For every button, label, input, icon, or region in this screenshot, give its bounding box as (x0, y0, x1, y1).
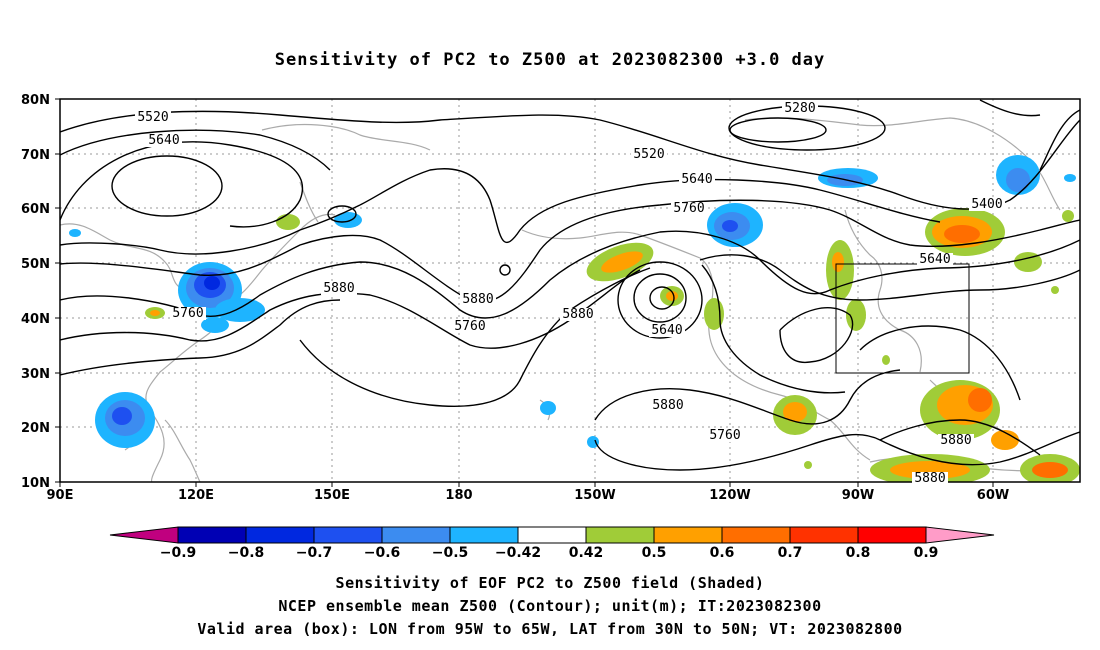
colorbar-segment (449, 526, 519, 544)
contour-label: 5760 (172, 306, 203, 321)
contour-label-bg (649, 324, 685, 337)
caption-contour: NCEP ensemble mean Z500 (Contour); unit(… (278, 597, 822, 615)
colorbar-segment (721, 526, 791, 544)
sensitivity-shading (69, 155, 1080, 482)
colorbar-label: −0.5 (432, 545, 469, 561)
contour-label: 5520 (633, 147, 664, 162)
contour-label: 5880 (323, 281, 354, 296)
figure-title: Sensitivity of PC2 to Z500 at 2023082300… (274, 50, 826, 70)
contour-label: 5760 (709, 428, 740, 443)
contour-label: 5880 (914, 471, 945, 486)
lat-tick-label: 70N (21, 148, 50, 163)
contour-label: 5280 (784, 101, 815, 116)
contour-label-bg (460, 293, 496, 306)
contour-label-bg (170, 307, 206, 320)
contour-label-bg (560, 308, 596, 321)
lon-tick-label: 180 (445, 488, 472, 503)
colorbar-label: 0.6 (710, 545, 735, 561)
colorbar-segment (245, 526, 315, 544)
colorbar-segment (653, 526, 723, 544)
colorbar-segment (789, 526, 859, 544)
colorbar-min-arrow (109, 526, 179, 544)
lat-tick-label: 30N (21, 367, 50, 382)
contour-label-bg (782, 102, 818, 115)
lat-tick-label: 20N (21, 421, 50, 436)
colorbar-segment (313, 526, 383, 544)
contour-label: 5760 (454, 319, 485, 334)
lon-tick-label: 90E (47, 488, 74, 503)
lon-tick-label: 150W (574, 488, 615, 503)
map-frame (59, 98, 1081, 483)
lon-tick-label: 90W (842, 488, 874, 503)
contour-label-bg (452, 320, 488, 333)
contour-label: 5880 (562, 307, 593, 322)
contour-label-bg (938, 434, 974, 447)
colorbar-label: −0.9 (160, 545, 197, 561)
colorbar-label: −0.42 (495, 545, 541, 561)
colorbar (109, 526, 995, 544)
colorbar-label: −0.8 (228, 545, 265, 561)
colorbar-segment (585, 526, 655, 544)
contour-label: 5640 (651, 323, 682, 338)
colorbar-label: 0.5 (642, 545, 667, 561)
lon-tick-label: 150E (314, 488, 350, 503)
colorbar-label: 0.9 (914, 545, 939, 561)
contour-label-bg (917, 253, 953, 266)
lon-tick-label: 120W (709, 488, 750, 503)
colorbar-max-arrow (925, 526, 995, 544)
lat-tick-label: 60N (21, 202, 50, 217)
caption-valid-area: Valid area (box): LON from 95W to 65W, L… (197, 620, 903, 638)
contour-label-bg (671, 202, 707, 215)
contour-label-bg (969, 198, 1005, 211)
lat-tick-label: 10N (21, 476, 50, 491)
colorbar-segment (381, 526, 451, 544)
contour-label-bg (650, 399, 686, 412)
lat-tick-label: 80N (21, 93, 50, 108)
lon-tick-label: 60W (977, 488, 1009, 503)
colorbar-segment (857, 526, 927, 544)
lon-tick-label: 120E (178, 488, 214, 503)
colorbar-label: −0.7 (296, 545, 333, 561)
colorbar-label: 0.7 (778, 545, 803, 561)
contour-label: 5760 (673, 201, 704, 216)
contour-label: 5640 (919, 252, 950, 267)
colorbar-label: 0.8 (846, 545, 871, 561)
contour-label: 5640 (681, 172, 712, 187)
contour-label-bg (321, 282, 357, 295)
contour-label: 5880 (652, 398, 683, 413)
valid-area-box (835, 263, 970, 374)
contour-label-bg (912, 472, 948, 485)
lat-tick-label: 50N (21, 257, 50, 272)
contour-label-bg (146, 134, 182, 147)
contour-label: 5520 (137, 110, 168, 125)
contour-label: 5640 (148, 133, 179, 148)
axis-ticks (55, 98, 994, 487)
lat-tick-label: 40N (21, 312, 50, 327)
colorbar-label: 0.42 (569, 545, 604, 561)
contour-label: 5400 (971, 197, 1002, 212)
colorbar-segment (177, 526, 247, 544)
caption-shaded: Sensitivity of EOF PC2 to Z500 field (Sh… (335, 574, 765, 592)
contour-label: 5880 (940, 433, 971, 448)
colorbar-segment (517, 526, 587, 544)
colorbar-label: −0.6 (364, 545, 401, 561)
contour-label-bg (631, 148, 667, 161)
contour-label-bg (135, 111, 171, 124)
contour-label-bg (679, 173, 715, 186)
contour-label-bg (707, 429, 743, 442)
contour-label: 5880 (462, 292, 493, 307)
